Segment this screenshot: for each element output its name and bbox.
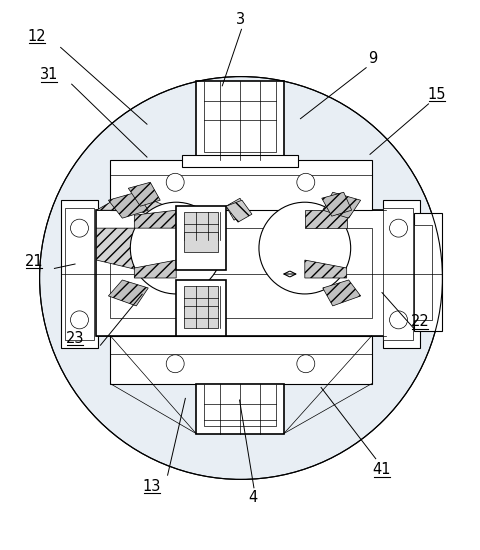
Bar [204, 80, 276, 152]
Text: 31: 31 [39, 67, 58, 82]
Circle shape [39, 76, 442, 480]
Polygon shape [322, 280, 360, 306]
Polygon shape [96, 228, 176, 280]
Circle shape [389, 311, 407, 329]
Polygon shape [128, 182, 160, 206]
Polygon shape [322, 192, 360, 218]
Text: 12: 12 [27, 29, 46, 44]
Polygon shape [108, 280, 148, 306]
Polygon shape [226, 200, 252, 222]
Text: 4: 4 [247, 490, 257, 504]
Text: 23: 23 [66, 331, 84, 345]
Text: 22: 22 [410, 314, 429, 329]
Polygon shape [304, 210, 346, 228]
Bar [176, 206, 226, 270]
Circle shape [71, 311, 88, 329]
Bar [184, 232, 217, 252]
Bar [110, 161, 371, 210]
Circle shape [258, 202, 350, 294]
Bar [110, 336, 371, 384]
Bar [204, 384, 276, 426]
Bar [182, 155, 297, 167]
Polygon shape [96, 195, 176, 228]
Circle shape [130, 202, 222, 294]
Bar [96, 210, 385, 336]
Polygon shape [226, 198, 248, 220]
Bar [382, 208, 412, 340]
Bar [382, 200, 420, 348]
Text: 3: 3 [236, 13, 244, 28]
Polygon shape [134, 260, 176, 278]
Bar [184, 306, 217, 328]
Bar [176, 280, 226, 336]
Polygon shape [304, 260, 346, 278]
Circle shape [166, 355, 184, 373]
Bar [60, 200, 98, 348]
Text: 13: 13 [142, 478, 161, 494]
Text: 41: 41 [372, 462, 390, 477]
Bar [110, 228, 371, 318]
Circle shape [296, 355, 314, 373]
Circle shape [389, 219, 407, 237]
Circle shape [296, 173, 314, 191]
Bar [184, 212, 217, 240]
Bar [196, 80, 283, 161]
Bar [184, 286, 217, 308]
Bar [64, 208, 94, 340]
Bar [414, 225, 432, 320]
Bar [196, 384, 283, 433]
Polygon shape [321, 192, 351, 216]
Circle shape [166, 173, 184, 191]
Polygon shape [134, 210, 176, 228]
Polygon shape [108, 192, 148, 218]
Text: 21: 21 [25, 254, 44, 269]
Circle shape [71, 219, 88, 237]
Text: 15: 15 [427, 86, 445, 102]
Bar [414, 213, 442, 331]
Text: 9: 9 [367, 51, 376, 66]
